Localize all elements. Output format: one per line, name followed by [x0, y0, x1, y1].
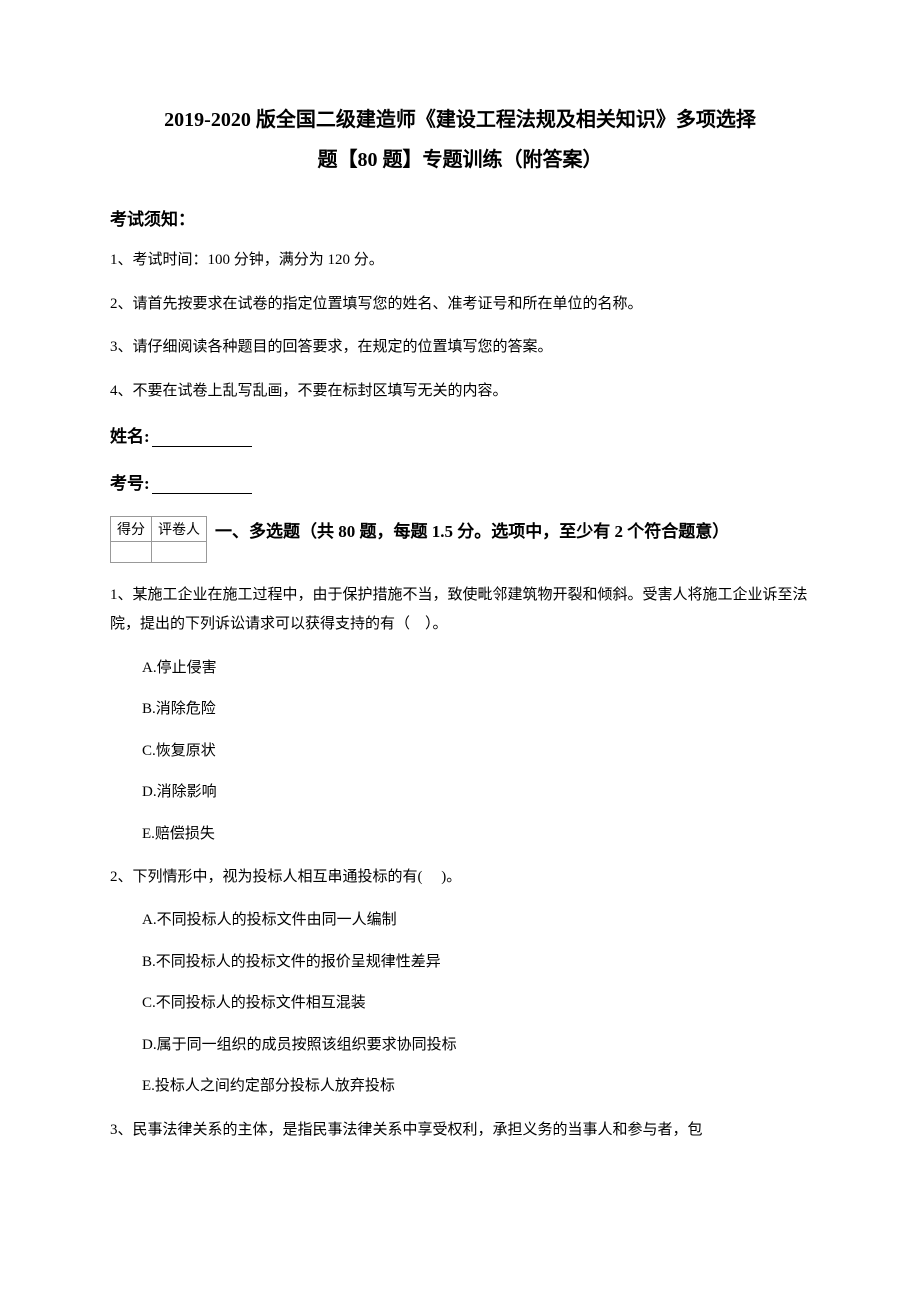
score-cell-1 — [111, 542, 152, 563]
question-1-option-b: B.消除危险 — [142, 697, 810, 723]
id-label-text: 考号: — [110, 474, 150, 493]
title-line-1: 2019-2020 版全国二级建造师《建设工程法规及相关知识》多项选择 — [110, 100, 810, 140]
instruction-1: 1、考试时间：100 分钟，满分为 120 分。 — [110, 248, 810, 274]
instruction-3: 3、请仔细阅读各种题目的回答要求，在规定的位置填写您的答案。 — [110, 335, 810, 361]
question-1-stem: 1、某施工企业在施工过程中，由于保护措施不当，致使毗邻建筑物开裂和倾斜。受害人将… — [110, 581, 810, 640]
question-2-option-a: A.不同投标人的投标文件由同一人编制 — [142, 908, 810, 934]
question-1-option-a: A.停止侵害 — [142, 656, 810, 682]
question-2-option-c: C.不同投标人的投标文件相互混装 — [142, 991, 810, 1017]
id-blank — [152, 476, 252, 494]
question-1-option-c: C.恢复原状 — [142, 739, 810, 765]
question-2-option-b: B.不同投标人的投标文件的报价呈规律性差异 — [142, 950, 810, 976]
question-2-stem: 2、下列情形中，视为投标人相互串通投标的有( )。 — [110, 863, 810, 892]
score-header-1: 得分 — [111, 517, 152, 542]
score-header-2: 评卷人 — [152, 517, 207, 542]
name-label-text: 姓名: — [110, 427, 150, 446]
score-table: 得分 评卷人 — [110, 516, 207, 563]
question-1-option-d: D.消除影响 — [142, 780, 810, 806]
exam-notice-label: 考试须知： — [110, 205, 810, 230]
name-field-label: 姓名: — [110, 422, 810, 447]
name-blank — [152, 429, 252, 447]
instruction-4: 4、不要在试卷上乱写乱画，不要在标封区填写无关的内容。 — [110, 379, 810, 405]
id-field-label: 考号: — [110, 469, 810, 494]
section-heading: 一、多选题（共 80 题，每题 1.5 分。选项中，至少有 2 个符合题意） — [215, 522, 729, 541]
score-cell-2 — [152, 542, 207, 563]
instruction-2: 2、请首先按要求在试卷的指定位置填写您的姓名、准考证号和所在单位的名称。 — [110, 292, 810, 318]
question-3-stem: 3、民事法律关系的主体，是指民事法律关系中享受权利，承担义务的当事人和参与者，包 — [110, 1116, 810, 1145]
question-1-option-e: E.赔偿损失 — [142, 822, 810, 848]
question-2-option-d: D.属于同一组织的成员按照该组织要求协同投标 — [142, 1033, 810, 1059]
question-2-option-e: E.投标人之间约定部分投标人放弃投标 — [142, 1074, 810, 1100]
title-line-2: 题【80 题】专题训练（附答案） — [110, 140, 810, 180]
